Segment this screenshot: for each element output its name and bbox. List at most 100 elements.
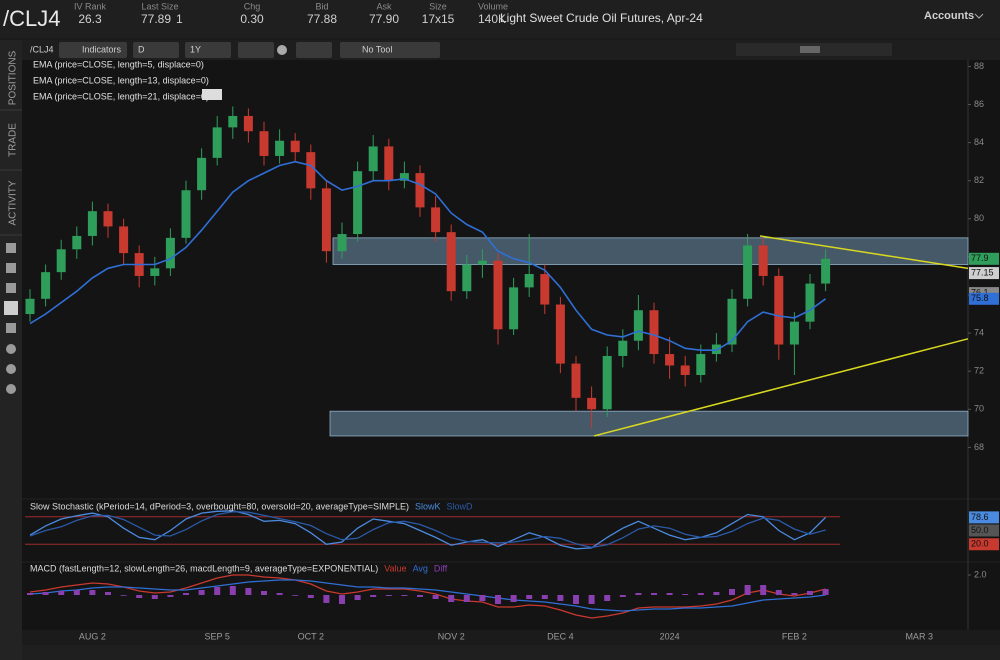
toolbar-symbol[interactable]: /CLJ4 [30, 44, 54, 54]
candle-body [696, 354, 706, 375]
histogram-bar [651, 593, 657, 595]
field-label: Ask [376, 1, 392, 11]
legend-entry: SlowD [447, 501, 474, 511]
histogram-bar [27, 593, 33, 595]
x-tick-label: MAR 3 [905, 631, 933, 641]
scroll-bar[interactable] [22, 645, 1000, 660]
aggregation[interactable]: D [138, 44, 145, 54]
indicators-button[interactable] [59, 42, 127, 58]
icon[interactable] [6, 283, 16, 293]
icon[interactable] [6, 243, 16, 253]
aggregation-select[interactable] [133, 42, 179, 58]
histogram-bar [229, 586, 236, 595]
histogram-bar [401, 595, 408, 596]
candle-body [119, 226, 129, 254]
price-flag-label: 77.9 [971, 253, 989, 263]
histogram-bar [339, 595, 345, 604]
indicators-label[interactable]: Indicators [82, 44, 122, 54]
side-tab[interactable]: TRADE [8, 123, 19, 157]
price-flag [969, 511, 999, 524]
candle-body [743, 245, 753, 299]
histogram-bar [588, 595, 595, 604]
indicator-line [29, 579, 826, 612]
range-select[interactable] [185, 42, 231, 58]
histogram-bar [526, 595, 533, 599]
histogram-bar [120, 595, 127, 596]
accounts[interactable]: Accounts [924, 10, 974, 22]
field-label: IV Rank [74, 1, 107, 11]
histogram-bar [42, 592, 49, 595]
tool-select[interactable] [340, 42, 440, 58]
y-tick-label: 84 [974, 137, 984, 147]
candle-body [493, 260, 503, 330]
histogram-bar [58, 591, 65, 595]
icon[interactable] [4, 301, 18, 315]
icon[interactable] [6, 263, 16, 273]
price-flag-label: 75.8 [971, 293, 989, 303]
x-tick-label: NOV 2 [438, 631, 465, 641]
side-icons [4, 243, 18, 394]
field-value: 17x15 [422, 12, 455, 26]
icon[interactable] [6, 344, 16, 354]
price-flag [969, 292, 999, 305]
candle-body [368, 146, 378, 172]
histogram-bar [245, 588, 252, 595]
field-value: 26.3 [78, 12, 102, 26]
candle-body [821, 258, 831, 284]
tool[interactable]: No Tool [362, 44, 392, 54]
study-label: EMA (price=CLOSE, length=21, displace=0) [33, 91, 209, 101]
candle-body [758, 245, 768, 276]
drawings-button[interactable] [296, 42, 332, 58]
side-tab[interactable]: ACTIVITY [8, 180, 19, 225]
legend-entry: Diff [434, 563, 448, 573]
candle-body [275, 140, 285, 156]
histogram-bar [744, 585, 751, 595]
icon[interactable] [6, 384, 16, 394]
y-tick-label: 82 [974, 175, 984, 185]
histogram-bar [136, 595, 143, 598]
histogram-bar [791, 593, 798, 595]
candle-body [805, 283, 815, 322]
candle-body [415, 173, 425, 208]
study-title: Slow Stochastic (kPeriod=14, dPeriod=3, … [30, 501, 409, 511]
icon[interactable] [6, 323, 16, 333]
candle-body [197, 157, 207, 191]
legend-entry: SlowK [415, 501, 441, 511]
histogram-bar [807, 591, 813, 595]
candle-body [212, 127, 222, 158]
histogram-bar [323, 595, 330, 603]
candle-body [555, 304, 565, 364]
symbol[interactable]: /CLJ4 [3, 6, 60, 31]
zone [332, 237, 969, 265]
candle-body [243, 115, 253, 132]
histogram-bar [354, 595, 361, 600]
price-flag [969, 252, 999, 265]
study-label: EMA (price=CLOSE, length=5, displace=0) [33, 59, 204, 69]
zoom-handle[interactable] [800, 46, 820, 53]
field-label: Bid [315, 1, 328, 11]
candle-body [633, 310, 643, 341]
y-tick-label: 72 [974, 366, 984, 376]
histogram-bar [448, 595, 455, 602]
style-button[interactable] [238, 42, 274, 58]
histogram-bar [510, 595, 517, 602]
field-value: 0.30 [240, 12, 264, 26]
price-flag [969, 538, 999, 551]
candle-body [649, 310, 659, 355]
histogram-bar [822, 589, 829, 595]
icon[interactable] [6, 364, 16, 374]
x-tick-label: FEB 2 [782, 631, 807, 641]
settings-icon[interactable] [277, 45, 287, 55]
histogram-bar [385, 595, 392, 596]
histogram-bar [214, 587, 221, 595]
histogram-bar [604, 595, 611, 601]
candle-body [384, 146, 394, 181]
range[interactable]: 1Y [190, 44, 201, 54]
side-tab[interactable]: POSITIONS [8, 50, 19, 105]
candle-body [509, 287, 519, 330]
candle-body [462, 264, 472, 292]
x-tick-label: 2024 [660, 631, 680, 641]
field-value: 77.88 [307, 12, 337, 26]
histogram-bar [573, 595, 579, 604]
